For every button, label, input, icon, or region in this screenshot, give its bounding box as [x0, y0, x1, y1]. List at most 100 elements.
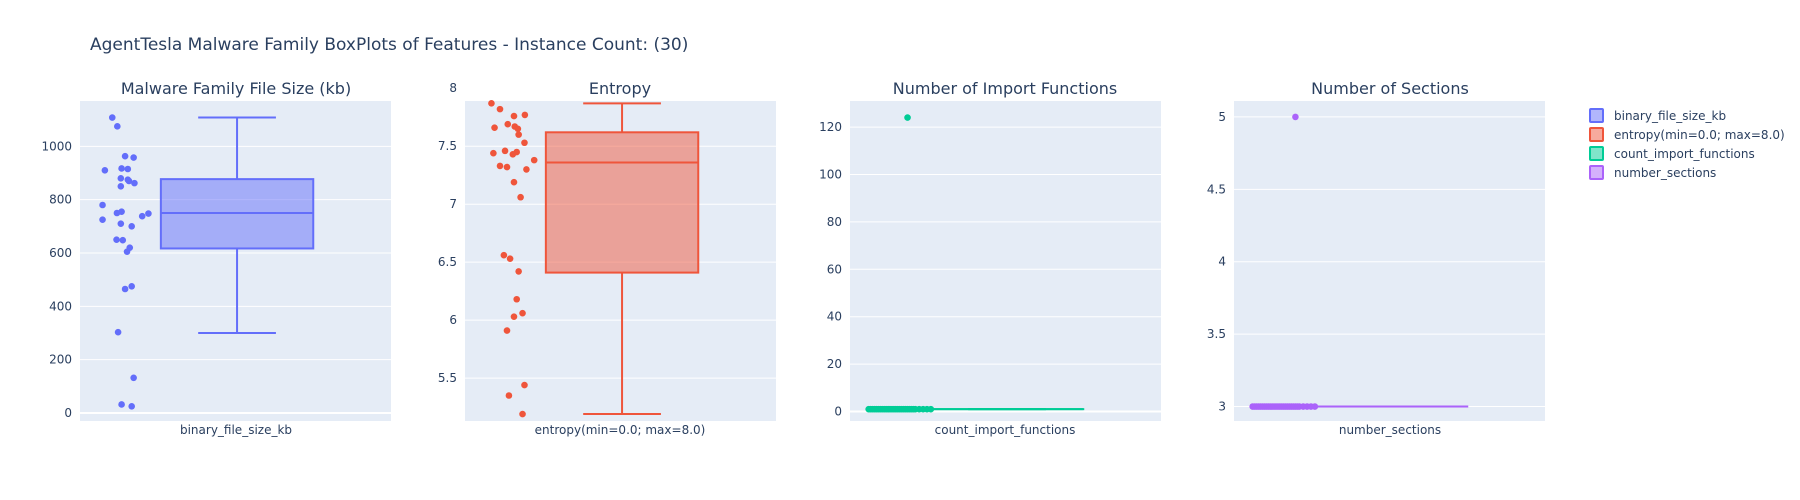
y-tick-label: 1000: [41, 139, 72, 153]
box-entropy: [544, 131, 700, 274]
y-tick-label: 4: [1218, 255, 1226, 269]
data-point: [113, 236, 120, 243]
data-point: [490, 149, 497, 157]
legend: binary_file_size_kb entropy(min=0.0; max…: [1589, 108, 1785, 180]
data-point: [910, 405, 917, 413]
data-point: [121, 152, 129, 160]
y-tick-label: 3: [1218, 400, 1226, 414]
y-tick-label: 0: [834, 405, 842, 419]
plot-area-import-functions: [850, 101, 1161, 421]
legend-item-count-import-functions[interactable]: count_import_functions: [1589, 146, 1755, 161]
y-tick-label: 7: [449, 197, 457, 211]
data-point: [118, 401, 125, 408]
plot-area-sections: [1234, 101, 1545, 421]
data-point: [505, 392, 513, 399]
data-point: [125, 177, 133, 185]
legend-swatch-number-sections: [1589, 165, 1604, 180]
data-point: [515, 268, 522, 275]
x-category-label-sections: number_sections: [1339, 423, 1441, 437]
legend-swatch-binary-file-size: [1589, 108, 1604, 123]
data-point: [519, 410, 526, 418]
data-point: [145, 210, 152, 217]
legend-label-count-import-functions: count_import_functions: [1614, 147, 1755, 161]
data-point: [108, 114, 116, 121]
subplot-file-size: 0 200 400 600 800 1000: [41, 101, 391, 421]
y-tick-label: 20: [827, 357, 842, 371]
y-tick-label: 200: [49, 353, 72, 367]
data-point: [510, 313, 518, 320]
data-point: [118, 165, 125, 172]
x-category-label-import-functions: count_import_functions: [935, 423, 1076, 437]
y-tick-label: 60: [827, 262, 842, 276]
data-point: [130, 374, 137, 382]
data-point: [119, 236, 127, 244]
subplot-title-sections: Number of Sections: [1311, 79, 1469, 98]
y-tick-label: 5.5: [438, 371, 457, 385]
subplot-entropy: 5.5 6 6.5 7 7.5 8: [438, 81, 776, 421]
legend-item-entropy[interactable]: entropy(min=0.0; max=8.0): [1589, 127, 1785, 142]
data-point: [138, 212, 146, 220]
data-point: [503, 163, 511, 171]
data-point: [509, 151, 517, 158]
legend-label-entropy: entropy(min=0.0; max=8.0): [1614, 128, 1785, 142]
data-point: [117, 183, 125, 190]
data-point: [904, 114, 911, 121]
data-point: [488, 100, 495, 107]
data-point: [510, 112, 518, 120]
data-point: [514, 125, 522, 133]
data-point: [519, 309, 526, 317]
data-point: [130, 154, 137, 161]
data-point: [496, 162, 504, 170]
y-tick-label: 40: [827, 310, 842, 324]
data-point: [114, 123, 121, 130]
data-point: [517, 193, 524, 201]
y-tick-label: 7.5: [438, 139, 457, 153]
data-point: [121, 285, 129, 293]
data-point: [504, 120, 512, 128]
subplot-title-entropy: Entropy: [589, 79, 651, 98]
subplot-title-file-size: Malware Family File Size (kb): [121, 79, 351, 98]
y-tick-label: 100: [819, 167, 842, 181]
data-point: [128, 223, 136, 230]
data-point: [128, 403, 136, 410]
data-point: [503, 327, 511, 334]
legend-label-number-sections: number_sections: [1614, 166, 1716, 180]
data-point: [101, 167, 109, 174]
data-point: [530, 156, 538, 164]
y-tick-label: 0: [64, 406, 72, 420]
y-tick-label: 80: [827, 215, 842, 229]
y-tick-label: 600: [49, 246, 72, 260]
legend-swatch-entropy: [1589, 127, 1604, 142]
legend-item-binary-file-size[interactable]: binary_file_size_kb: [1589, 108, 1726, 123]
y-tick-label: 4.5: [1207, 182, 1226, 196]
data-point: [521, 111, 529, 119]
data-point: [491, 124, 498, 131]
y-tick-label: 6.5: [438, 255, 457, 269]
legend-item-number-sections[interactable]: number_sections: [1589, 165, 1716, 180]
data-point: [128, 283, 136, 290]
data-point: [521, 139, 528, 147]
data-point: [496, 105, 504, 113]
data-point: [131, 179, 138, 187]
x-category-label-file-size: binary_file_size_kb: [180, 423, 292, 437]
y-tick-label: 3.5: [1207, 327, 1226, 341]
y-tick-label: 8: [449, 81, 457, 95]
data-point: [523, 166, 530, 173]
data-point: [99, 201, 106, 209]
legend-label-binary-file-size: binary_file_size_kb: [1614, 109, 1726, 123]
data-point: [117, 175, 125, 182]
data-point: [501, 147, 509, 155]
y-tick-label: 120: [819, 120, 842, 134]
subplot-title-import-functions: Number of Import Functions: [893, 79, 1117, 98]
data-point: [506, 255, 514, 262]
y-tick-label: 6: [449, 313, 457, 327]
data-point: [123, 248, 131, 255]
data-point: [99, 216, 106, 223]
y-tick-label: 5: [1218, 110, 1226, 124]
x-category-label-entropy: entropy(min=0.0; max=8.0): [535, 423, 706, 437]
y-tick-label: 400: [49, 299, 72, 313]
data-point: [515, 131, 522, 138]
data-point: [114, 328, 122, 336]
data-point: [117, 220, 125, 227]
